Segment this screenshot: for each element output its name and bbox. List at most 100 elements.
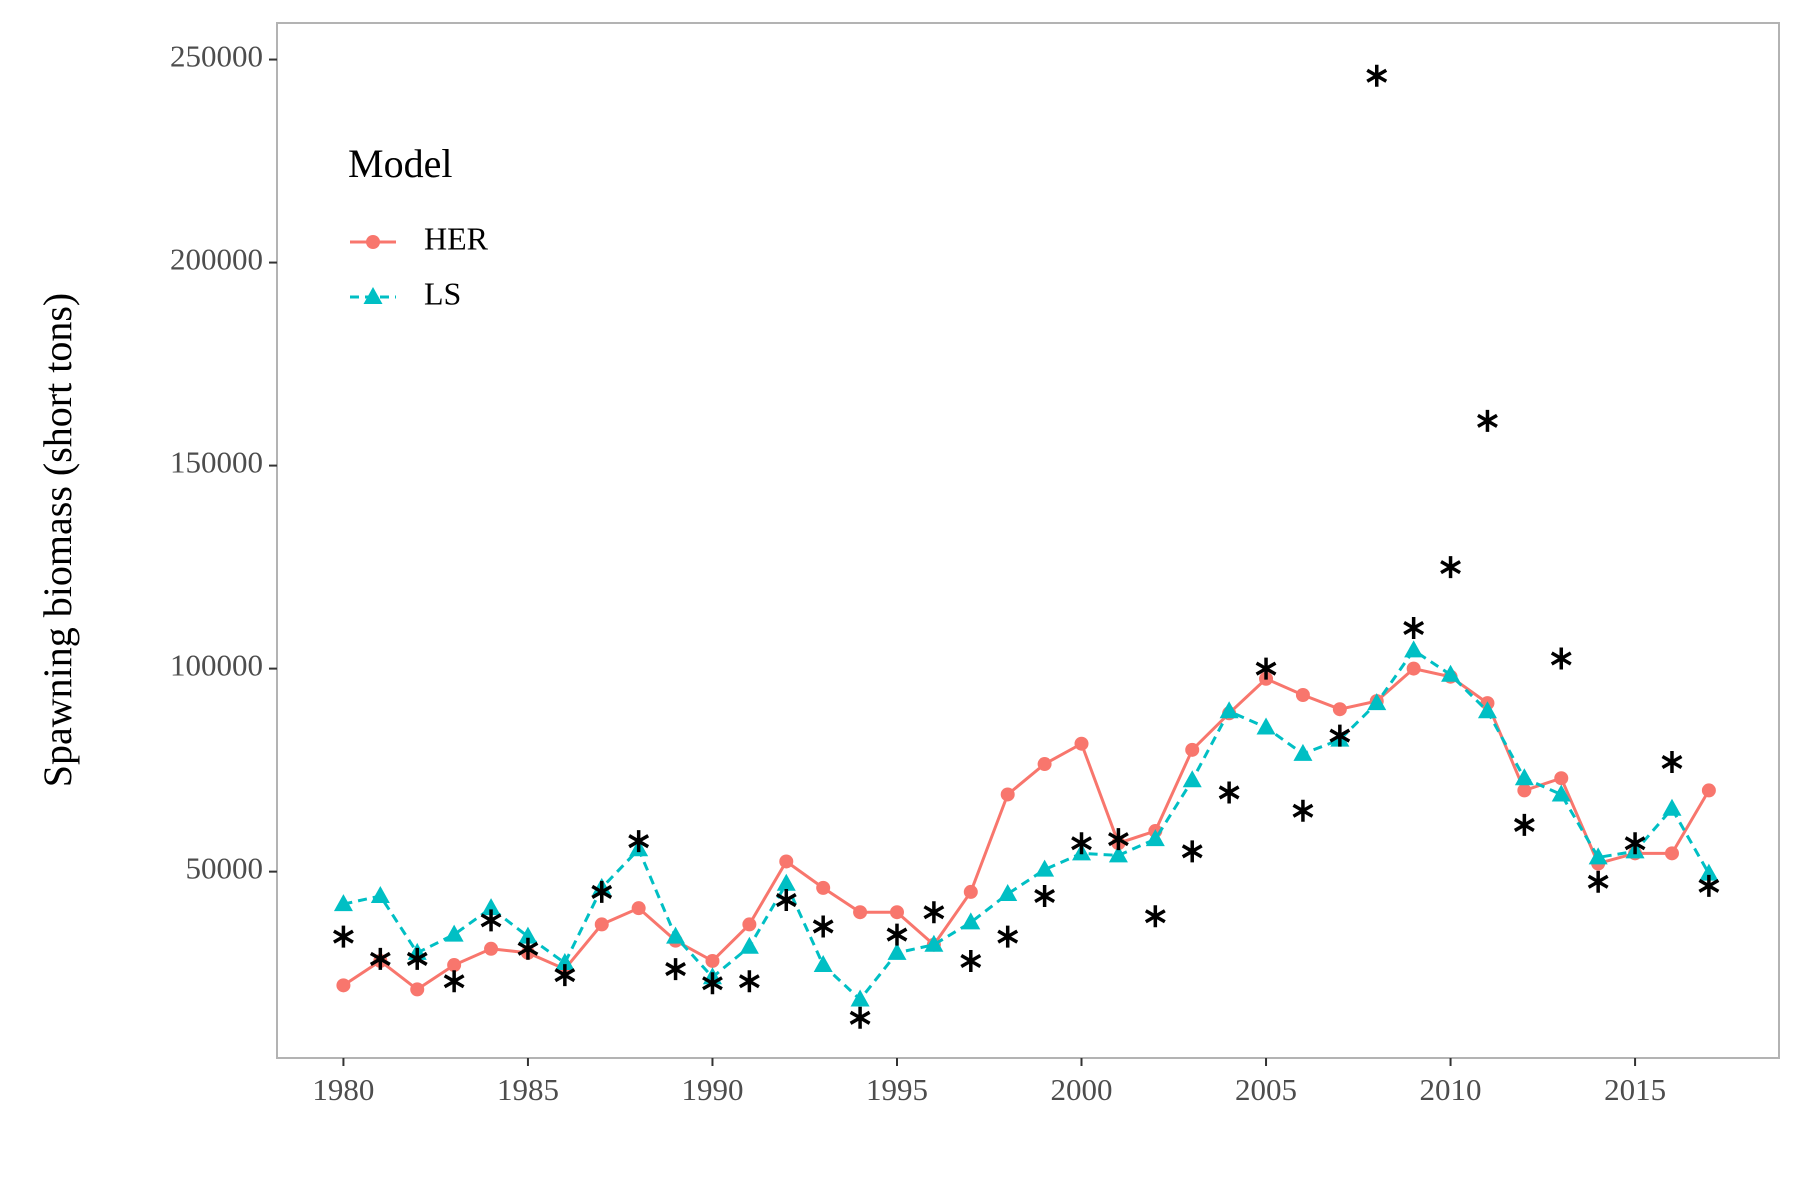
data-point — [816, 880, 831, 895]
observation-point — [1255, 657, 1277, 680]
data-point — [631, 901, 646, 916]
observation-point — [923, 901, 945, 924]
x-tick-label: 2015 — [1604, 1072, 1666, 1107]
observation-point — [1034, 884, 1056, 907]
data-point — [555, 952, 575, 970]
data-point — [853, 905, 868, 920]
data-point — [447, 958, 462, 973]
x-tick-label: 2000 — [1051, 1072, 1113, 1107]
legend-key-marker — [363, 287, 383, 304]
observation-point — [333, 925, 354, 948]
observation-point — [517, 937, 539, 960]
data-point — [410, 982, 425, 997]
data-point — [1367, 693, 1387, 711]
observation-point — [628, 830, 650, 853]
data-point — [1000, 787, 1015, 802]
observation-point — [369, 947, 391, 970]
x-tick-label: 1990 — [681, 1072, 743, 1107]
x-tick-label: 2005 — [1235, 1072, 1297, 1107]
data-point — [333, 894, 353, 912]
data-point — [370, 885, 390, 903]
data-point — [1332, 702, 1347, 717]
y-tick-label: 100000 — [170, 648, 263, 683]
panel-border — [276, 22, 1780, 1059]
observation-point — [1181, 840, 1203, 863]
observation-point — [1108, 828, 1129, 851]
observation-point — [1550, 647, 1572, 670]
data-point — [998, 883, 1018, 901]
x-tick-label: 1980 — [312, 1072, 374, 1107]
data-point — [1404, 640, 1424, 658]
legend-key-marker — [366, 235, 380, 249]
observation-point — [812, 915, 834, 938]
x-tick-label: 2010 — [1420, 1072, 1482, 1107]
observation-point — [1477, 409, 1498, 432]
data-point — [666, 926, 686, 944]
data-point — [1514, 768, 1534, 786]
data-point — [1219, 701, 1239, 719]
observation-point — [1218, 781, 1240, 804]
data-point — [1185, 742, 1200, 757]
data-point — [1108, 845, 1128, 863]
observation-point — [1440, 556, 1461, 579]
observation-point — [591, 880, 613, 903]
data-point — [1406, 661, 1421, 676]
observation-point — [1661, 750, 1683, 773]
data-point — [484, 941, 499, 956]
observation-point — [406, 947, 428, 970]
data-point — [705, 953, 720, 968]
y-axis-label: Spawning biomass (short tons) — [35, 293, 80, 787]
legend-title: Model — [348, 141, 452, 186]
x-tick-label: 1995 — [866, 1072, 928, 1107]
data-point — [1517, 783, 1532, 798]
data-point — [336, 978, 351, 993]
data-point — [1477, 701, 1497, 719]
data-point — [742, 917, 757, 932]
data-point — [924, 934, 944, 952]
observation-point — [1403, 617, 1425, 640]
data-point — [1182, 770, 1202, 788]
data-point — [1664, 846, 1679, 861]
data-point — [739, 936, 759, 954]
observation-point — [1366, 64, 1388, 87]
data-point — [1293, 743, 1313, 761]
observation-point — [480, 909, 502, 932]
observation-point — [1513, 813, 1535, 836]
observation-point — [997, 925, 1019, 948]
data-point — [1074, 736, 1089, 751]
data-point — [1662, 798, 1682, 816]
data-point — [1699, 863, 1719, 881]
observation-point — [1698, 874, 1720, 897]
data-point — [1588, 847, 1608, 865]
data-point — [518, 926, 538, 944]
observation-point — [443, 970, 465, 993]
x-tick-label: 1985 — [497, 1072, 559, 1107]
data-point — [889, 905, 904, 920]
observation-point — [702, 972, 723, 995]
data-point — [1256, 717, 1276, 735]
observation-point — [1587, 870, 1609, 893]
y-tick-label: 200000 — [170, 242, 263, 277]
y-tick-label: 250000 — [170, 39, 263, 74]
data-point — [963, 884, 978, 899]
data-point — [779, 854, 794, 869]
data-point — [850, 989, 870, 1007]
y-tick-label: 50000 — [186, 851, 264, 886]
data-point — [1145, 829, 1165, 847]
legend-label: LS — [424, 275, 461, 311]
series-line — [342, 666, 1711, 992]
observation-point — [738, 970, 760, 993]
observation-point — [1071, 832, 1092, 855]
observation-point — [1624, 832, 1646, 855]
data-point — [594, 917, 609, 932]
data-point — [1701, 783, 1716, 798]
data-point — [887, 942, 907, 960]
observation-point — [960, 949, 982, 972]
y-tick-label: 150000 — [170, 445, 263, 480]
data-point — [1035, 859, 1055, 877]
data-point — [1037, 757, 1052, 772]
data-point — [1295, 687, 1310, 702]
series-line — [343, 648, 1711, 1002]
observation-point — [1144, 905, 1166, 928]
